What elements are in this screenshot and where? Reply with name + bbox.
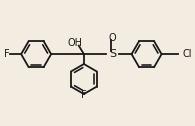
Text: F: F bbox=[81, 90, 87, 100]
Text: OH: OH bbox=[67, 38, 82, 48]
Text: F: F bbox=[4, 49, 10, 59]
Text: Cl: Cl bbox=[182, 49, 191, 59]
Text: O: O bbox=[109, 33, 116, 43]
Text: S: S bbox=[109, 49, 116, 59]
